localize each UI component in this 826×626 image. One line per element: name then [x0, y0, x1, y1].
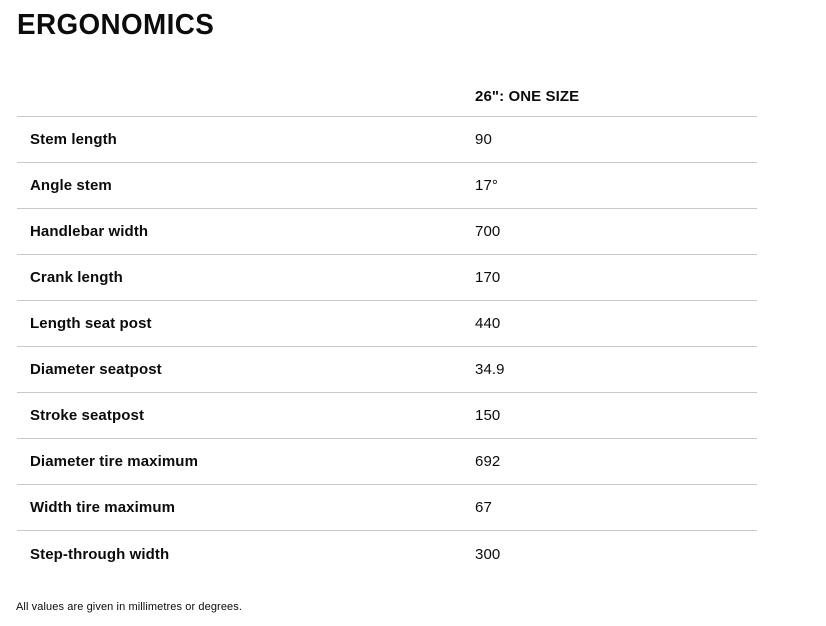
table-row: Length seat post 440: [17, 301, 757, 347]
spec-value: 34.9: [475, 361, 505, 378]
table-row: Crank length 170: [17, 255, 757, 301]
table-header-row: 26": ONE SIZE: [17, 76, 757, 117]
page-title: ERGONOMICS: [17, 9, 215, 41]
table-row: Stem length 90: [17, 117, 757, 163]
table-row: Diameter tire maximum 692: [17, 439, 757, 485]
table-body: Stem length 90 Angle stem 17° Handlebar …: [17, 117, 757, 578]
ergonomics-spec-table: 26": ONE SIZE Stem length 90 Angle stem …: [17, 76, 757, 578]
table-row: Angle stem 17°: [17, 163, 757, 209]
spec-label: Length seat post: [30, 315, 152, 332]
table-row: Stroke seatpost 150: [17, 393, 757, 439]
spec-value: 700: [475, 223, 501, 240]
spec-label: Step-through width: [30, 546, 170, 563]
spec-value: 300: [475, 546, 501, 563]
table-row: Width tire maximum 67: [17, 485, 757, 531]
spec-label: Angle stem: [30, 177, 112, 194]
spec-label: Crank length: [30, 269, 123, 286]
units-footnote: All values are given in millimetres or d…: [16, 601, 243, 613]
spec-value: 17°: [475, 177, 498, 194]
spec-value: 150: [475, 407, 501, 424]
column-header-size: 26": ONE SIZE: [475, 87, 580, 105]
table-row: Handlebar width 700: [17, 209, 757, 255]
spec-label: Diameter tire maximum: [30, 453, 199, 470]
spec-label: Width tire maximum: [30, 499, 176, 516]
table-row: Step-through width 300: [17, 531, 757, 578]
spec-label: Handlebar width: [30, 223, 149, 240]
spec-label: Stem length: [30, 131, 117, 148]
spec-value: 67: [475, 499, 492, 516]
table-row: Diameter seatpost 34.9: [17, 347, 757, 393]
spec-value: 692: [475, 453, 501, 470]
spec-value: 90: [475, 131, 492, 148]
spec-label: Stroke seatpost: [30, 407, 145, 424]
spec-label: Diameter seatpost: [30, 361, 162, 378]
spec-value: 170: [475, 269, 501, 286]
spec-value: 440: [475, 315, 501, 332]
